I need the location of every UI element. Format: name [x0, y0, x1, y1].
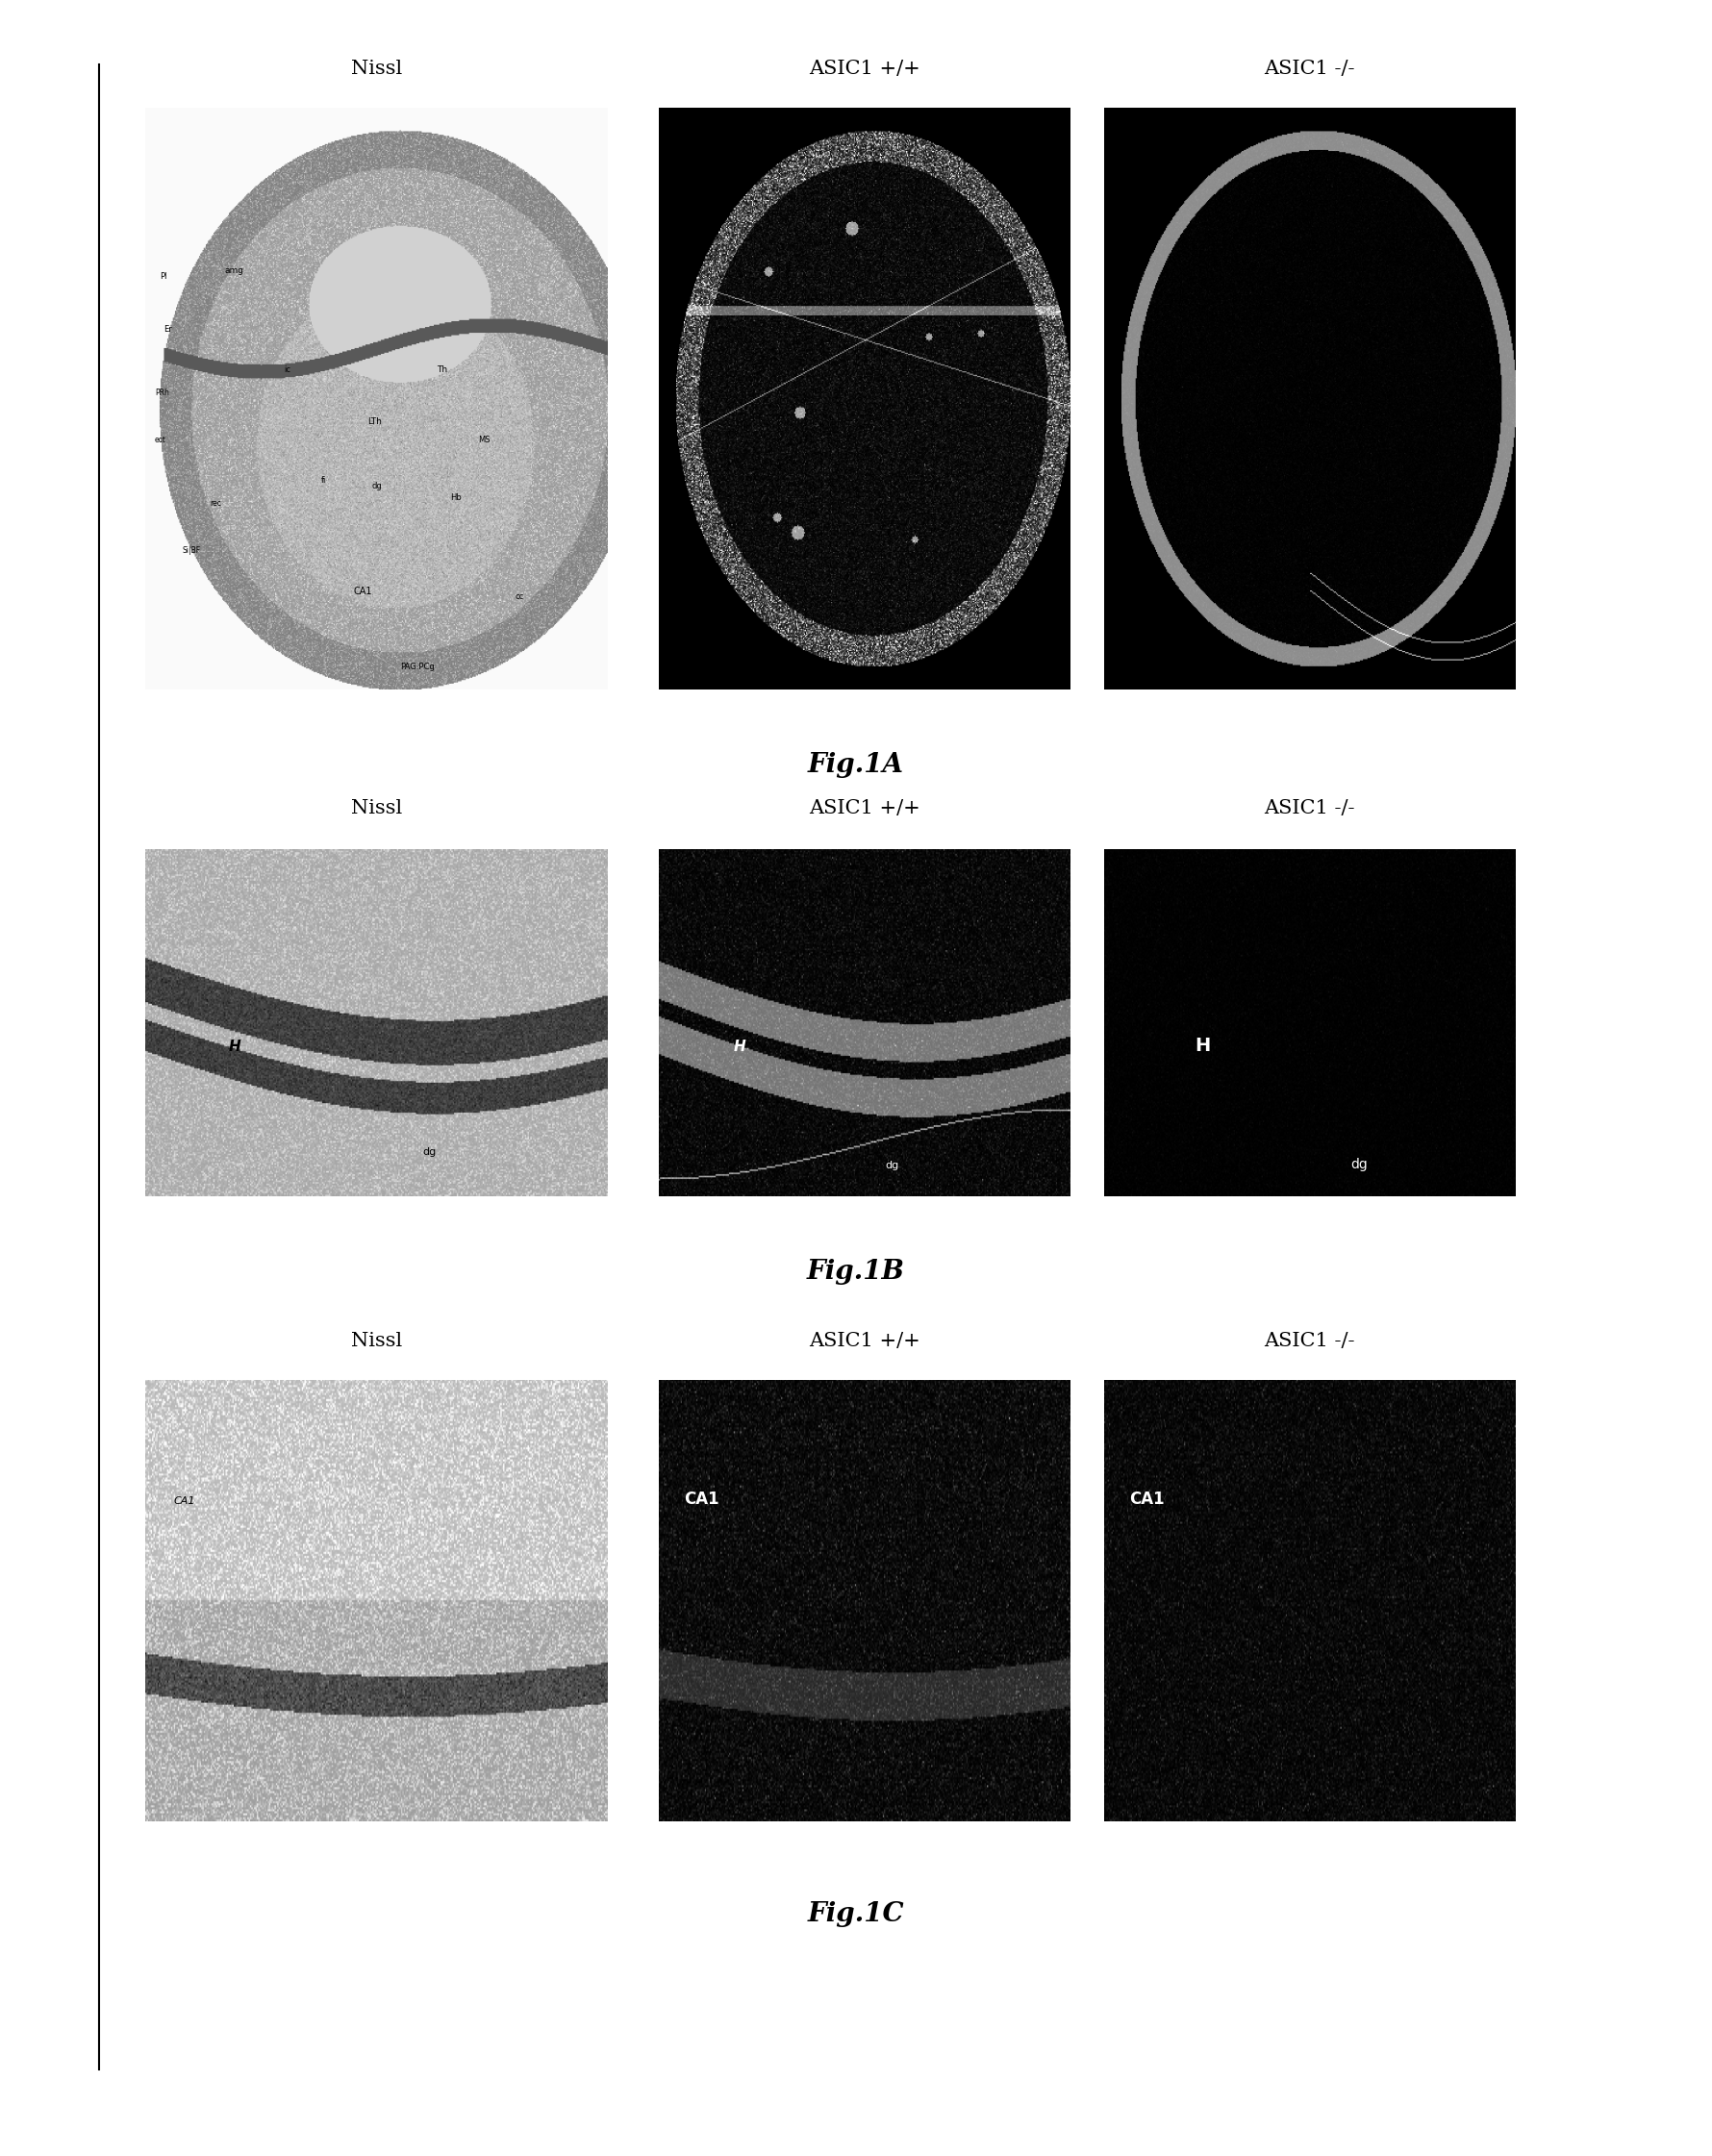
Text: PAG.PCg: PAG.PCg: [401, 662, 435, 671]
Text: Fig.1A: Fig.1A: [808, 752, 904, 778]
Text: ASIC1 -/-: ASIC1 -/-: [1263, 60, 1356, 78]
Text: Nissl: Nissl: [351, 1332, 402, 1350]
Text: ASIC1 +/+: ASIC1 +/+: [808, 60, 921, 78]
Text: amg: amg: [224, 267, 243, 276]
Text: ASIC1 -/-: ASIC1 -/-: [1263, 1332, 1356, 1350]
Text: Er: Er: [164, 326, 173, 334]
Text: CA1: CA1: [354, 586, 372, 595]
Text: Fig.1B: Fig.1B: [806, 1259, 906, 1285]
Text: Fig.1C: Fig.1C: [808, 1902, 904, 1927]
Text: ic: ic: [284, 364, 291, 375]
Text: dg: dg: [885, 1162, 899, 1171]
Text: CA1: CA1: [1128, 1490, 1164, 1507]
Text: Si|BF: Si|BF: [183, 545, 200, 554]
Text: ASIC1 +/+: ASIC1 +/+: [808, 1332, 921, 1350]
Text: CA1: CA1: [173, 1496, 195, 1505]
Text: Hb: Hb: [450, 494, 462, 502]
Text: H: H: [1195, 1037, 1210, 1054]
Text: MS: MS: [478, 436, 490, 444]
Text: Nissl: Nissl: [351, 60, 402, 78]
Text: dg: dg: [1351, 1158, 1368, 1171]
Text: ect: ect: [154, 436, 166, 444]
Text: Pl: Pl: [159, 272, 166, 280]
Text: Th: Th: [437, 364, 447, 375]
Text: rec: rec: [211, 500, 221, 509]
Text: ASIC1 -/-: ASIC1 -/-: [1263, 800, 1356, 817]
Text: ASIC1 +/+: ASIC1 +/+: [808, 800, 921, 817]
Text: CA1: CA1: [683, 1490, 719, 1507]
Text: dg: dg: [423, 1147, 437, 1158]
Text: cc: cc: [515, 593, 524, 602]
Text: LTh: LTh: [368, 418, 382, 427]
Text: H: H: [733, 1039, 745, 1054]
Text: PRh: PRh: [154, 388, 169, 397]
Text: Nissl: Nissl: [351, 800, 402, 817]
Text: fi: fi: [322, 476, 327, 485]
Text: dg: dg: [372, 481, 382, 492]
Text: H: H: [229, 1039, 241, 1054]
